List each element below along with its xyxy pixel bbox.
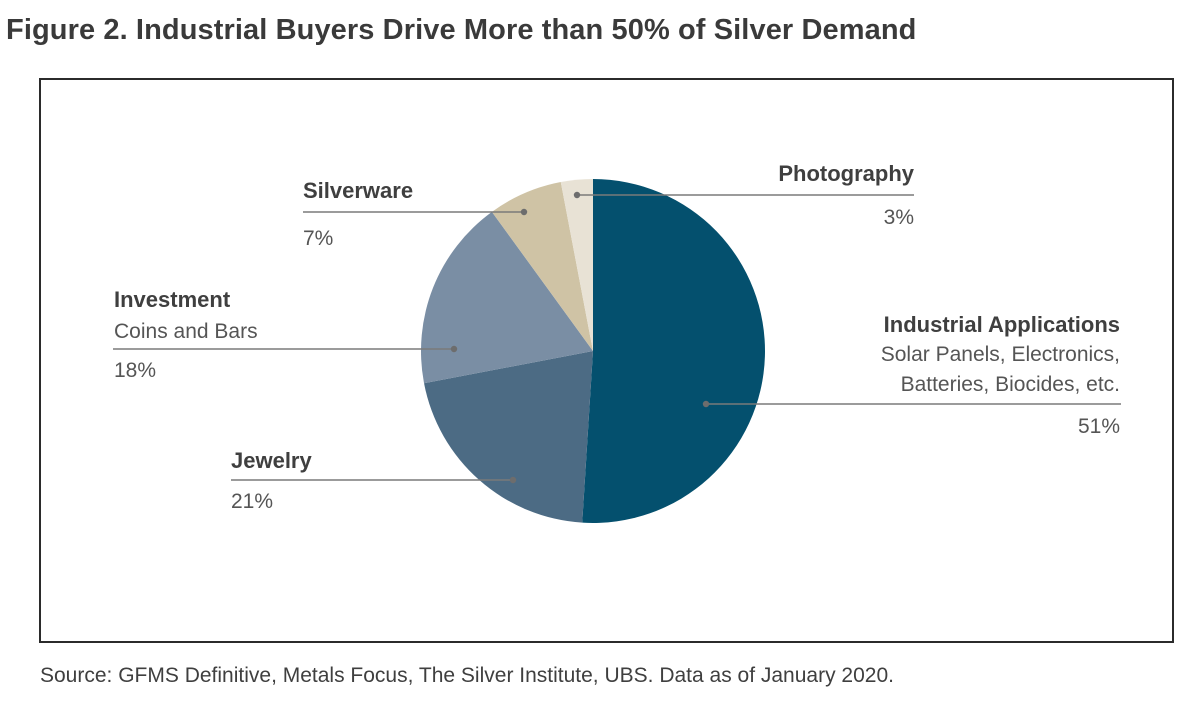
- label-investment-name: Investment: [114, 287, 231, 312]
- pie-slice-investment: [421, 211, 593, 384]
- label-photography-name: Photography: [778, 161, 914, 186]
- label-industrial-name: Industrial Applications: [883, 312, 1120, 337]
- label-investment-pct: 18%: [114, 359, 157, 382]
- label-silverware-pct: 7%: [303, 227, 334, 250]
- pie-slice-jewelry: [424, 351, 593, 523]
- source-note: Source: GFMS Definitive, Metals Focus, T…: [40, 664, 894, 687]
- pie-slice-silverware: [491, 182, 593, 351]
- leader-dot-investment: [450, 345, 458, 353]
- label-jewelry-name: Jewelry: [231, 448, 312, 473]
- pie-slices: [421, 178, 766, 523]
- label-industrial-sub2: Batteries, Biocides, etc.: [900, 373, 1120, 396]
- leader-dot-photography: [573, 191, 581, 199]
- leader-dot-industrial: [702, 400, 710, 408]
- label-investment-sub: Coins and Bars: [114, 320, 258, 343]
- leader-lines: [113, 191, 1121, 484]
- pie-slice-industrial-applications: [582, 178, 766, 523]
- leader-dot-silverware: [520, 208, 528, 216]
- pie-slice-photography: [560, 179, 593, 351]
- label-photography-pct: 3%: [883, 206, 914, 229]
- label-jewelry-pct: 21%: [231, 490, 274, 513]
- label-silverware-name: Silverware: [303, 178, 414, 203]
- label-industrial-sub1: Solar Panels, Electronics,: [880, 343, 1120, 366]
- leader-dot-jewelry: [509, 476, 517, 484]
- chart-title: Figure 2. Industrial Buyers Drive More t…: [6, 14, 917, 46]
- label-industrial-pct: 51%: [1077, 415, 1120, 438]
